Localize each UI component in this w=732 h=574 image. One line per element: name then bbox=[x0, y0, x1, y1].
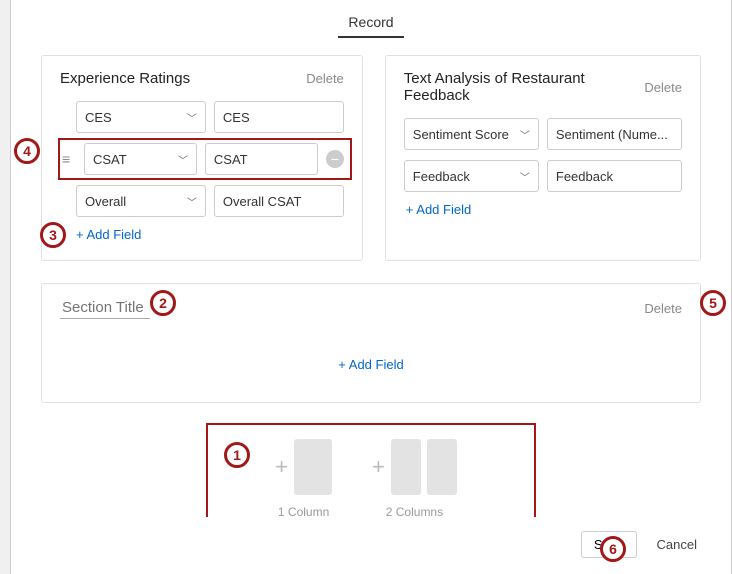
layout-option-1col[interactable]: + 1 Column bbox=[275, 439, 332, 517]
field-select[interactable]: Overall ﹀ bbox=[76, 185, 206, 217]
drag-handle-icon[interactable]: ≡ bbox=[62, 151, 74, 167]
field-label-input[interactable]: CSAT bbox=[205, 143, 318, 175]
delete-section-button[interactable]: Delete bbox=[306, 71, 344, 86]
field-select-value: CES bbox=[85, 110, 112, 125]
section-text-analysis: Text Analysis of Restaurant Feedback Del… bbox=[385, 55, 701, 261]
field-select-value: Overall bbox=[85, 194, 126, 209]
column-placeholder bbox=[391, 439, 421, 495]
sections-row: Experience Ratings Delete CES ﹀ CES bbox=[41, 55, 701, 261]
field-select-value: CSAT bbox=[93, 152, 127, 167]
field-label-value: Feedback bbox=[556, 169, 613, 184]
delete-section-button[interactable]: Delete bbox=[644, 80, 682, 95]
section-title-input[interactable] bbox=[60, 298, 150, 319]
chevron-down-icon: ﹀ bbox=[520, 169, 530, 184]
section-title: Text Analysis of Restaurant Feedback bbox=[404, 70, 634, 104]
field-row: Overall ﹀ Overall CSAT bbox=[60, 185, 344, 217]
chevron-down-icon: ﹀ bbox=[178, 152, 188, 167]
field-row: Sentiment Score ﹀ Sentiment (Nume... bbox=[404, 118, 682, 150]
tab-record[interactable]: Record bbox=[338, 8, 403, 38]
tab-header: Record bbox=[11, 0, 731, 39]
field-label-input[interactable]: CES bbox=[214, 101, 344, 133]
field-select[interactable]: Feedback ﹀ bbox=[404, 160, 539, 192]
column-placeholder bbox=[294, 439, 332, 495]
column-placeholder bbox=[427, 439, 457, 495]
field-label-value: Sentiment (Nume... bbox=[556, 127, 668, 142]
record-editor-modal: Record Experience Ratings Delete CES ﹀ C… bbox=[10, 0, 732, 574]
add-field-button[interactable]: + Add Field bbox=[60, 227, 344, 242]
section-title: Experience Ratings bbox=[60, 70, 190, 87]
field-label-input[interactable]: Sentiment (Nume... bbox=[547, 118, 682, 150]
plus-icon: + bbox=[275, 454, 288, 480]
layout-option-2col[interactable]: + 2 Columns bbox=[372, 439, 457, 517]
layout-label: 1 Column bbox=[278, 505, 329, 517]
field-row: CES ﹀ CES bbox=[60, 101, 344, 133]
section-experience-ratings: Experience Ratings Delete CES ﹀ CES bbox=[41, 55, 363, 261]
content-area: Experience Ratings Delete CES ﹀ CES bbox=[11, 39, 731, 517]
field-select-value: Feedback bbox=[413, 169, 470, 184]
field-label-value: CSAT bbox=[214, 152, 248, 167]
chevron-down-icon: ﹀ bbox=[187, 194, 197, 209]
field-select[interactable]: Sentiment Score ﹀ bbox=[404, 118, 539, 150]
chevron-down-icon: ﹀ bbox=[520, 127, 530, 142]
section-new: Delete + Add Field bbox=[41, 283, 701, 403]
layout-label: 2 Columns bbox=[386, 505, 443, 517]
field-label-input[interactable]: Feedback bbox=[547, 160, 682, 192]
add-field-button[interactable]: + Add Field bbox=[404, 202, 682, 217]
footer: Save Cancel bbox=[11, 517, 731, 574]
chevron-down-icon: ﹀ bbox=[187, 110, 197, 125]
plus-icon: + bbox=[372, 454, 385, 480]
field-select-value: Sentiment Score bbox=[413, 127, 509, 142]
field-row: ≡ CSAT ﹀ CSAT − bbox=[44, 143, 344, 175]
field-select[interactable]: CES ﹀ bbox=[76, 101, 206, 133]
layout-picker: + 1 Column + 2 Columns bbox=[206, 423, 536, 517]
field-select[interactable]: CSAT ﹀ bbox=[84, 143, 197, 175]
save-button[interactable]: Save bbox=[581, 531, 637, 558]
field-label-input[interactable]: Overall CSAT bbox=[214, 185, 344, 217]
field-row: Feedback ﹀ Feedback bbox=[404, 160, 682, 192]
field-label-value: Overall CSAT bbox=[223, 194, 302, 209]
field-label-value: CES bbox=[223, 110, 250, 125]
cancel-button[interactable]: Cancel bbox=[653, 532, 701, 557]
delete-section-button[interactable]: Delete bbox=[644, 301, 682, 316]
add-field-button[interactable]: + Add Field bbox=[60, 333, 682, 384]
remove-field-icon[interactable]: − bbox=[326, 150, 344, 168]
